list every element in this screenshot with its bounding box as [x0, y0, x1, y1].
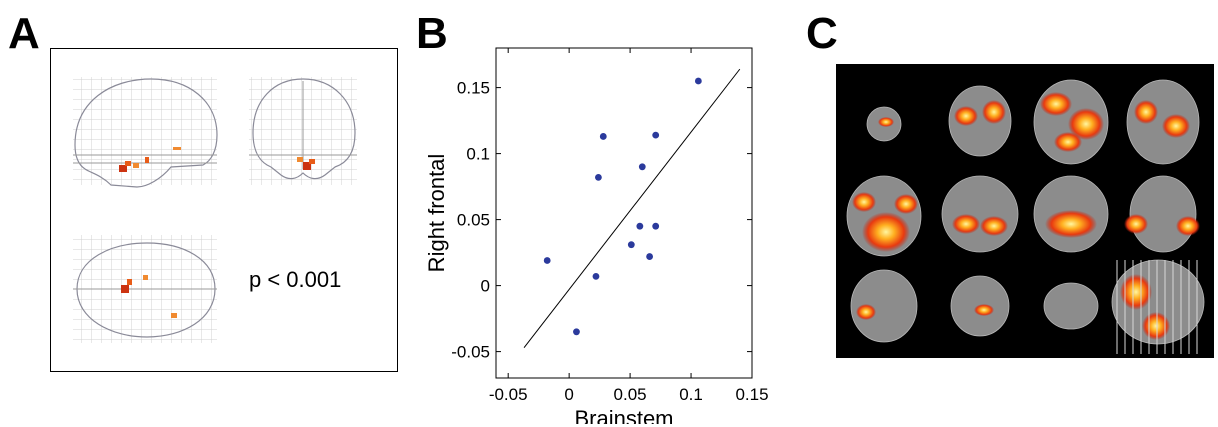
- plot-frame: [495, 47, 753, 379]
- x-tick-label: 0: [564, 385, 573, 404]
- data-point: [595, 173, 602, 181]
- x-tick-label: -0.05: [489, 385, 528, 404]
- y-tick-label: 0.05: [457, 211, 490, 230]
- axial-view: [73, 235, 217, 343]
- brain-slice: [941, 175, 1019, 253]
- slice-montage: [846, 79, 1205, 354]
- glass-brain-panel: p < 0.001: [50, 48, 398, 372]
- regression-line: [523, 68, 741, 348]
- data-point: [627, 241, 635, 249]
- y-tick-label: 0.1: [466, 145, 490, 164]
- scatter-chart: -0.05 0 0.05 0.1 0.15 -0.05 0 0.05 0.1 0.15 Brain…: [424, 47, 769, 424]
- x-axis-label: Brainstem: [574, 406, 673, 424]
- coronal-view: [249, 77, 357, 185]
- panel-letter-c: C: [806, 9, 838, 58]
- y-tick-label: 0: [481, 277, 490, 296]
- data-point: [652, 131, 660, 139]
- brain-slice: [1129, 175, 1197, 253]
- data-point: [573, 328, 580, 336]
- panel-letter-b: B: [416, 9, 448, 58]
- x-tick-label: 0.05: [614, 385, 647, 404]
- slice-position-lines: [1116, 260, 1198, 354]
- x-tick-label: 0.15: [735, 385, 768, 404]
- data-point: [543, 257, 551, 264]
- data-point: [599, 133, 607, 140]
- brain-slice: [1043, 282, 1099, 330]
- y-tick-label: -0.05: [451, 343, 490, 362]
- slice-montage-panel: [836, 64, 1214, 358]
- data-point: [646, 253, 653, 260]
- y-axis-label: Right frontal: [424, 154, 449, 273]
- y-tick-label: 0.15: [457, 79, 490, 98]
- data-point: [638, 163, 646, 171]
- brain-slice: [850, 269, 918, 343]
- data-point: [636, 222, 644, 230]
- data-point: [652, 222, 660, 230]
- data-point: [592, 272, 600, 280]
- glass-brain-views: [73, 77, 357, 343]
- sagittal-view: [73, 77, 218, 188]
- data-point: [694, 77, 702, 85]
- panel-letter-a: A: [8, 9, 40, 58]
- threshold-label: p < 0.001: [249, 267, 342, 292]
- x-tick-label: 0.1: [679, 385, 703, 404]
